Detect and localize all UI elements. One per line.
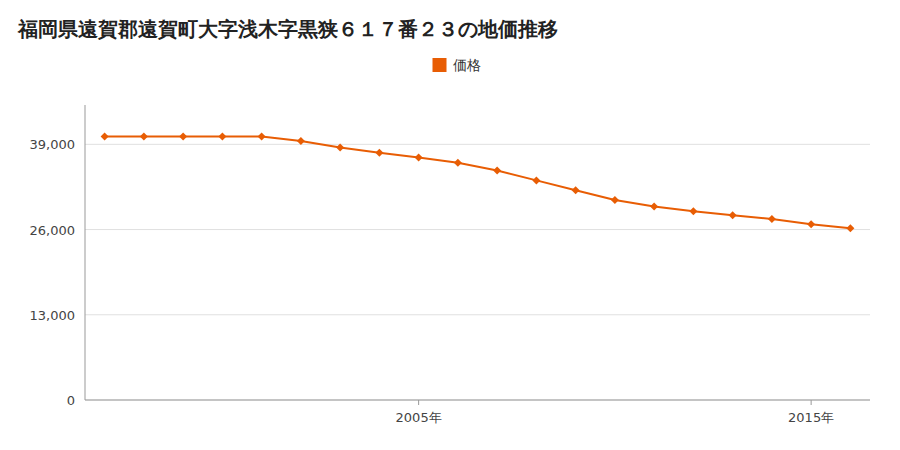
marker [532,176,540,184]
plot-area [101,132,855,232]
x-tick [418,400,419,405]
chart: 福岡県遠賀郡遠賀町大字浅木字黒狭６１７番２３の地価推移 0 13,000 26,000… [0,0,900,450]
marker [454,159,462,167]
marker [140,132,148,140]
x-tick-label: 2015年 [788,410,834,425]
y-tick-label: 13,000 [30,308,76,323]
marker [572,186,580,194]
marker [729,211,737,219]
marker [415,153,423,161]
marker [650,203,658,211]
legend-label: 価格 [453,57,481,73]
marker [179,132,187,140]
marker [101,132,109,140]
x-axis-line [85,400,870,401]
marker [336,144,344,152]
legend: 価格 [433,57,481,73]
marker [297,137,305,145]
marker [375,149,383,157]
grid-line [85,400,870,401]
marker [493,167,501,175]
marker [218,132,226,140]
grid-line [85,229,870,230]
x-tick-label: 2005年 [396,410,442,425]
y-tick-label: 39,000 [30,137,76,152]
x-tick [811,400,812,405]
legend-swatch [433,58,447,72]
y-axis-line [85,105,86,400]
grid-line [85,314,870,315]
marker [689,207,697,215]
marker [846,224,854,232]
grid [85,144,870,400]
marker [768,215,776,223]
marker [807,220,815,228]
title: 福岡県遠賀郡遠賀町大字浅木字黒狭６１７番２３の地価推移 [17,17,558,41]
line [105,136,851,228]
marker [258,132,266,140]
marker [611,196,619,204]
y-tick-label: 26,000 [30,223,76,238]
y-tick-label: 0 [67,393,75,408]
grid-line [85,144,870,145]
